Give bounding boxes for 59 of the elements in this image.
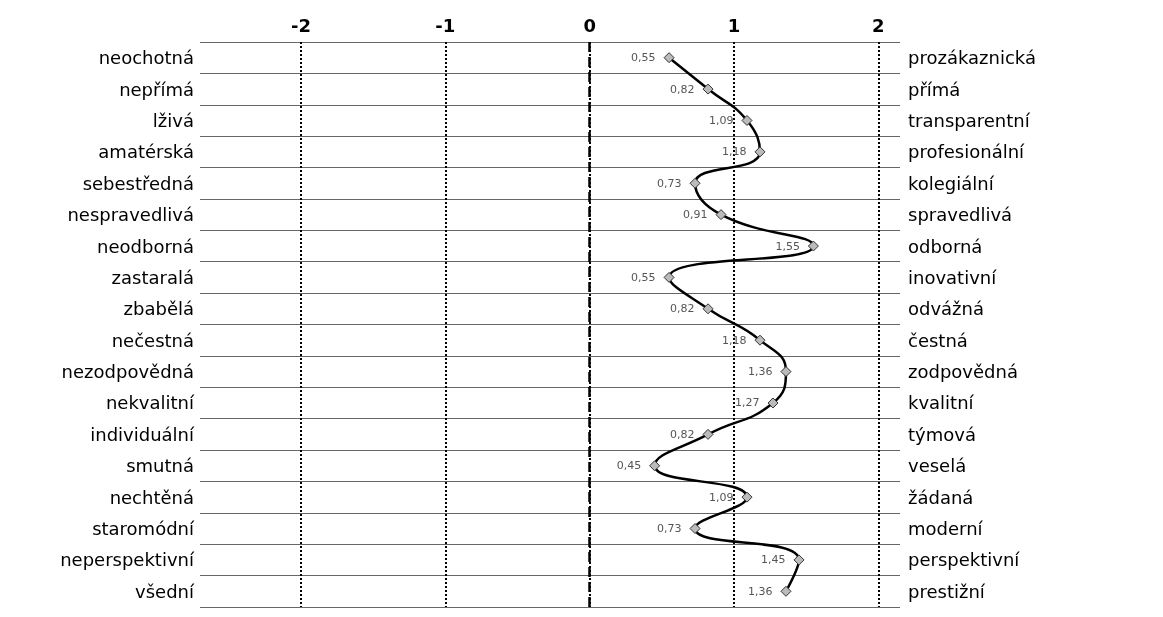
y2-tick-label: veselá	[908, 455, 967, 477]
x-tick-label: 0	[583, 14, 596, 36]
data-label: 1,36	[747, 584, 773, 598]
y2-tick-label: čestná	[908, 329, 968, 351]
x-tick-label: -1	[435, 14, 456, 36]
data-label: 0,45	[616, 459, 642, 473]
y2-tick-label: profesionální	[908, 141, 1026, 163]
y-tick-label: sebestředná	[82, 172, 194, 194]
y2-tick-label: kolegiální	[908, 172, 995, 194]
y2-tick-label: inovativní	[908, 266, 998, 288]
y2-tick-label: kvalitní	[908, 392, 975, 414]
y-tick-label: nečestná	[111, 329, 194, 351]
y-tick-label: nespravedlivá	[67, 204, 194, 226]
x-tick-label: 1	[727, 14, 741, 36]
data-label: 0,82	[670, 82, 695, 96]
y2-tick-label: moderní	[908, 518, 984, 540]
y-tick-label: zbabělá	[123, 298, 194, 320]
data-label: 0,82	[670, 427, 695, 441]
y-tick-label: neperspektivní	[60, 549, 195, 571]
y2-tick-label: prestižní	[908, 580, 986, 602]
x-tick-label: -2	[291, 14, 312, 36]
data-label: 1,55	[775, 239, 800, 253]
y2-tick-label: prozákaznická	[908, 47, 1036, 69]
data-label: 1,27	[734, 396, 760, 410]
y2-tick-label: transparentní	[908, 109, 1031, 131]
y2-tick-label: týmová	[908, 423, 976, 445]
data-label: 0,73	[657, 176, 682, 190]
data-label: 0,73	[657, 522, 682, 536]
y2-tick-label: perspektivní	[908, 549, 1021, 571]
y2-tick-label: odborná	[908, 235, 983, 257]
data-label: 0,55	[631, 51, 656, 65]
y-tick-label: neochotná	[98, 47, 194, 69]
y-tick-label: neodborná	[97, 235, 194, 257]
y-tick-label: nepřímá	[119, 78, 194, 100]
y-tick-label: zastaralá	[111, 266, 194, 288]
y-tick-label: nezodpovědná	[61, 361, 194, 383]
y-tick-label: amatérská	[98, 141, 194, 163]
y-tick-label: nechtěná	[109, 486, 194, 508]
data-label: 1,18	[722, 145, 747, 159]
y-tick-label: smutná	[126, 455, 194, 477]
y2-tick-label: přímá	[908, 78, 961, 100]
y-tick-label: lživá	[152, 109, 194, 131]
y-tick-label: individuální	[90, 423, 195, 445]
y2-tick-label: odvážná	[908, 298, 985, 320]
data-label: 1,09	[709, 113, 734, 127]
data-label: 1,09	[709, 490, 734, 504]
data-label: 1,45	[760, 553, 786, 567]
y-tick-label: všední	[135, 580, 195, 602]
data-label: 1,18	[722, 333, 747, 347]
data-label: 0,82	[670, 302, 695, 316]
data-label: 0,55	[631, 270, 656, 284]
y2-tick-label: zodpovědná	[908, 361, 1018, 383]
y2-tick-label: spravedlivá	[908, 204, 1013, 226]
y2-tick-label: žádaná	[908, 486, 974, 508]
data-label: 0,91	[683, 208, 708, 222]
x-tick-label: 2	[872, 14, 885, 36]
data-label: 1,36	[747, 365, 773, 379]
y-tick-label: staromódní	[92, 518, 195, 540]
y-tick-label: nekvalitní	[105, 392, 195, 414]
